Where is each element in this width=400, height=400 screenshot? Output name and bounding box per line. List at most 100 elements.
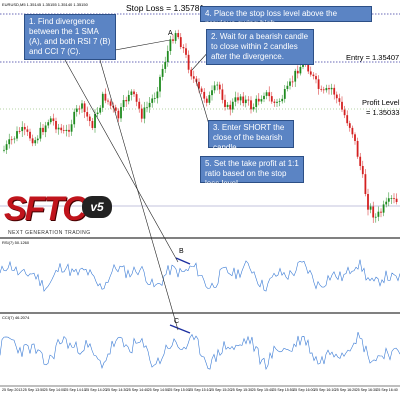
candle-body: [281, 98, 284, 102]
time-tick-label: 25 Sep 15:30: [230, 388, 253, 392]
candle-body: [283, 89, 286, 99]
candle-body: [86, 112, 89, 117]
candle-body: [146, 107, 148, 109]
candle-body: [268, 92, 271, 97]
candle-body: [320, 88, 323, 90]
time-tick-label: 25 Sep 14:20: [85, 388, 107, 392]
candle-body: [169, 39, 172, 52]
sftc-logo: SFTC v5 NEXT GENERATION TRADING: [0, 190, 118, 240]
candle-body: [299, 66, 302, 74]
candle-body: [5, 144, 8, 150]
candle-body: [161, 68, 164, 77]
candle-body: [270, 96, 273, 102]
profit-label-line2: = 1.35033: [366, 108, 400, 117]
candle-body: [265, 92, 268, 96]
candle-body: [213, 85, 216, 91]
candle-body: [127, 94, 130, 102]
candle-body: [367, 194, 369, 210]
candle-body: [231, 101, 234, 110]
candle-body: [26, 129, 29, 132]
candle-body: [88, 116, 91, 122]
candle-body: [172, 39, 174, 41]
candle-body: [133, 91, 135, 95]
candle-body: [356, 140, 359, 157]
candle-body: [234, 97, 237, 102]
candle-body: [78, 108, 81, 110]
candle-body: [312, 74, 315, 77]
candle-body: [185, 48, 187, 55]
step1-callout: 1. Find divergence between the 1 SMA (A)…: [24, 14, 116, 60]
candle-body: [263, 95, 265, 100]
logo-badge: v5: [82, 196, 112, 218]
candle-body: [260, 99, 263, 102]
candle-body: [70, 124, 73, 132]
entry-label: Entry = 1.35407: [346, 53, 400, 62]
candle-body: [203, 91, 206, 99]
time-tick-label: 25 Sep 16:00: [293, 388, 315, 392]
candle-body: [343, 109, 346, 116]
candle-body: [104, 93, 107, 101]
candle-body: [187, 54, 190, 70]
candle-body: [322, 89, 325, 91]
candle-body: [177, 33, 180, 38]
point-b-label: B: [179, 248, 184, 255]
candle-body: [237, 97, 239, 101]
candle-body: [325, 88, 328, 91]
time-tick-label: 25 Sep 2013: [2, 388, 23, 392]
stop-loss-label: Stop Loss = 1.35781: [126, 3, 205, 13]
candle-body: [166, 51, 169, 62]
candle-body: [120, 107, 122, 119]
candle-body: [278, 101, 281, 102]
candle-body: [224, 99, 226, 107]
candle-body: [182, 47, 185, 49]
time-tick-label: 25 Sep 16:10: [314, 388, 336, 392]
candle-body: [36, 138, 39, 141]
candle-body: [346, 115, 349, 124]
candle-body: [250, 100, 252, 110]
candle-body: [273, 101, 276, 103]
candle-body: [393, 198, 395, 199]
candle-body: [257, 98, 260, 102]
candle-body: [156, 91, 159, 99]
candle-body: [83, 103, 86, 113]
candle-body: [143, 107, 146, 119]
rsi-label: RSI(7) 50.1260: [2, 240, 30, 245]
time-tick-label: 25 Sep 15:40: [251, 388, 273, 392]
candle-body: [23, 126, 26, 130]
divergence-mark-b: [175, 257, 191, 265]
candle-body: [341, 101, 343, 110]
time-tick-label: 25 Sep 16:40: [376, 388, 398, 392]
candle-body: [252, 106, 255, 110]
time-tick-label: 25 Sep 16:30: [355, 388, 377, 392]
candle-body: [255, 98, 258, 107]
point-c-label: C: [174, 318, 180, 325]
candle-body: [286, 85, 289, 90]
time-tick-label: 25 Sep 14:40: [126, 388, 149, 392]
candle-body: [96, 112, 99, 115]
cci-line: [0, 332, 400, 371]
candle-body: [91, 121, 94, 128]
time-tick-label: 25 Sep 15:00: [168, 388, 190, 392]
candle-body: [242, 96, 245, 104]
candle-body: [47, 122, 50, 126]
candle-body: [81, 103, 83, 109]
candle-body: [13, 138, 16, 140]
price-candles: [3, 29, 398, 223]
candle-body: [307, 63, 310, 72]
candle-body: [239, 96, 242, 101]
candle-body: [101, 93, 104, 108]
candle-body: [44, 125, 47, 133]
candle-body: [361, 165, 364, 175]
candle-body: [335, 94, 338, 99]
candle-body: [387, 198, 390, 202]
step3-callout: 3. Enter SHORT the close of the bearish …: [208, 120, 294, 152]
candle-body: [18, 131, 21, 132]
candle-body: [135, 94, 138, 102]
candle-body: [52, 118, 55, 121]
candle-body: [377, 211, 380, 217]
candle-body: [57, 127, 60, 130]
candle-body: [289, 81, 291, 86]
cci-label: CCI(7) 46.2074: [2, 315, 30, 320]
candle-body: [65, 129, 68, 132]
